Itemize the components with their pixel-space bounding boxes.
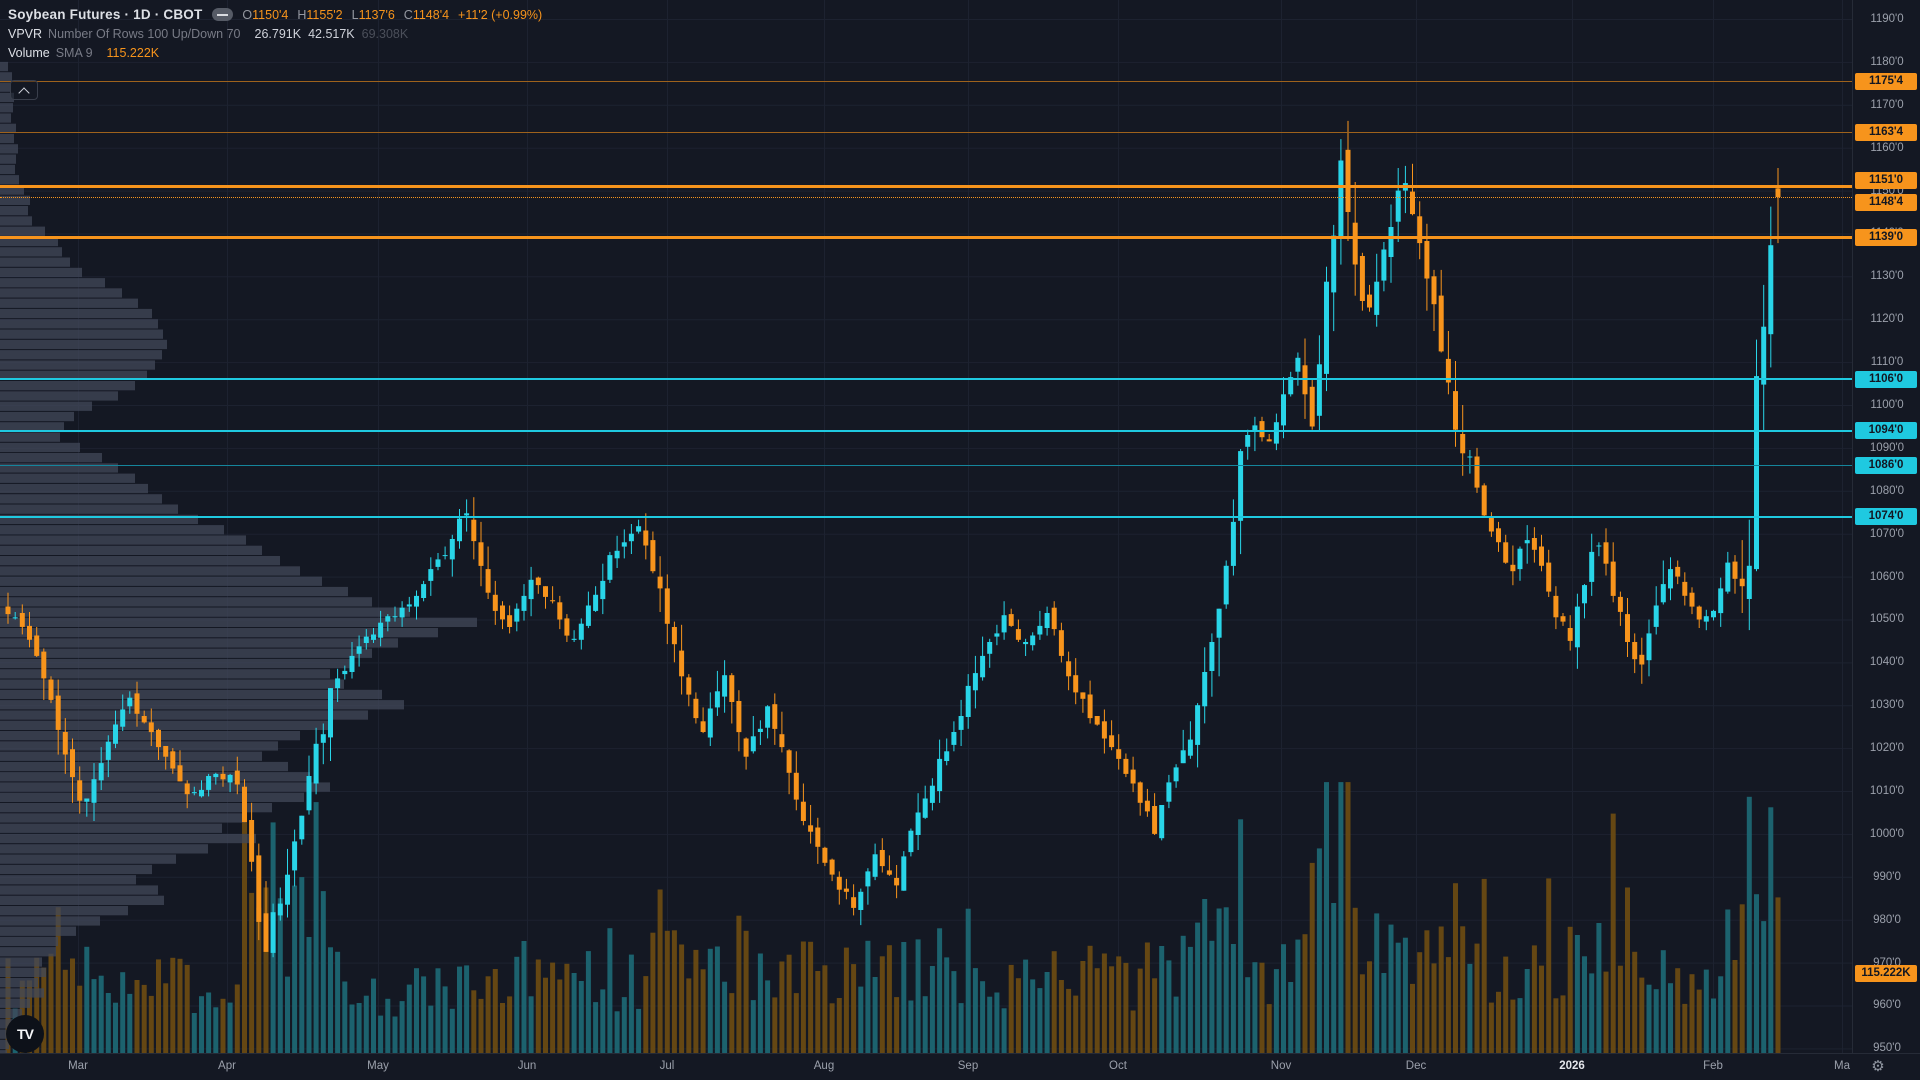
horizontal-level-line[interactable] — [0, 378, 1852, 381]
time-axis[interactable]: Mar Apr May Jun Jul Aug Sep Oct Nov Dec 2026 Feb Ma ⚙ — [0, 1053, 1920, 1080]
price-level-badge: 1139'0 — [1855, 229, 1917, 247]
price-axis-label: 1000'0 — [1869, 827, 1905, 840]
price-axis-label: 1120'0 — [1870, 313, 1904, 326]
candlestick-series — [5, 120, 1781, 958]
price-axis-label: 1160'0 — [1870, 141, 1904, 154]
last-price-badge: 1148'4 — [1855, 194, 1917, 212]
price-axis-label: 1040'0 — [1869, 656, 1905, 669]
vpvr-name: VPVR — [8, 26, 43, 41]
vpvr-params: Number Of Rows 100 Up/Down 70 — [48, 26, 241, 41]
price-axis-label: 1110'0 — [1870, 356, 1904, 369]
time-axis-label: Feb — [1703, 1060, 1723, 1072]
ohlc-low: L1137'6 — [351, 7, 395, 22]
price-axis-label: 1020'0 — [1869, 742, 1905, 755]
time-axis-label: Mar — [68, 1060, 88, 1072]
price-axis-label: 980'0 — [1873, 913, 1901, 926]
price-axis-label: 1050'0 — [1869, 613, 1905, 626]
volume-profile — [0, 61, 477, 1053]
chart-pane[interactable]: Soybean Futures · 1D · CBOT O1150'4 H115… — [0, 0, 1852, 1053]
price-level-badge: 1151'0 — [1855, 171, 1917, 189]
price-axis-label: 1130'0 — [1870, 270, 1904, 283]
ohlc-close: C1148'4 — [403, 7, 450, 22]
change-value: +11'2 (+0.99%) — [458, 7, 543, 22]
horizontal-level-line[interactable] — [0, 515, 1852, 518]
price-axis[interactable]: 1190'01180'01170'01160'01150'01140'01130… — [1852, 0, 1920, 1055]
legend: Soybean Futures · 1D · CBOT O1150'4 H115… — [8, 5, 542, 62]
ohlc-high: H1155'2 — [297, 7, 343, 22]
price-axis-label: 1170'0 — [1870, 98, 1904, 111]
ohlc-open: O1150'4 — [242, 7, 289, 22]
price-level-badge: 1086'0 — [1855, 456, 1917, 474]
price-axis-label: 1060'0 — [1869, 570, 1905, 583]
symbol-title: Soybean Futures · 1D · CBOT — [8, 7, 203, 22]
volume-sma-badge: 115.222K — [1855, 965, 1917, 983]
hide-indicator-button[interactable] — [212, 8, 234, 21]
price-axis-label: 1080'0 — [1869, 484, 1905, 497]
horizontal-level-line[interactable] — [0, 236, 1852, 240]
volume-sma-value: 115.222K — [106, 45, 160, 60]
price-axis-label: 1100'0 — [1870, 399, 1904, 411]
vpvr-value-3: 69.308K — [361, 26, 409, 41]
vpvr-value-2: 42.517K — [308, 26, 355, 41]
price-level-badge: 1074'0 — [1855, 508, 1917, 526]
settings-gear-icon[interactable]: ⚙ — [1871, 1058, 1885, 1075]
horizontal-level-line[interactable] — [0, 464, 1852, 466]
tradingview-logo[interactable]: TV — [6, 1015, 44, 1053]
price-axis-label: 1070'0 — [1869, 527, 1905, 540]
time-axis-label: Sep — [957, 1060, 979, 1072]
legend-vpvr-row: VPVR Number Of Rows 100 Up/Down 70 26.79… — [8, 24, 542, 43]
last-price-line — [0, 196, 1852, 198]
tradingview-logo-glyph: TV — [17, 1026, 34, 1042]
horizontal-level-line[interactable] — [0, 184, 1852, 188]
time-axis-label: Apr — [218, 1060, 236, 1072]
volume-name: Volume — [8, 45, 50, 60]
time-axis-label: Jul — [659, 1060, 675, 1072]
vpvr-value-1: 26.791K — [254, 26, 302, 41]
time-axis-label: Jun — [517, 1060, 537, 1072]
price-axis-label: 1180'0 — [1870, 55, 1904, 68]
price-chart-canvas[interactable] — [0, 0, 1852, 1053]
price-axis-label: 1010'0 — [1869, 785, 1905, 798]
price-level-badge: 1175'4 — [1855, 72, 1917, 90]
price-level-badge: 1163'4 — [1855, 124, 1917, 142]
volume-params: SMA 9 — [55, 45, 93, 60]
legend-symbol-row: Soybean Futures · 1D · CBOT O1150'4 H115… — [8, 5, 542, 24]
time-axis-label: Oct — [1109, 1060, 1127, 1072]
price-level-badge: 1106'0 — [1855, 370, 1917, 388]
horizontal-level-line[interactable] — [0, 132, 1852, 134]
time-axis-label: May — [367, 1060, 389, 1072]
price-level-badge: 1094'0 — [1855, 422, 1917, 440]
price-axis-label: 1190'0 — [1870, 13, 1904, 25]
price-axis-label: 990'0 — [1873, 870, 1901, 883]
horizontal-level-line[interactable] — [0, 80, 1852, 82]
time-axis-label: Nov — [1270, 1060, 1292, 1072]
time-axis-label: 2026 — [1559, 1060, 1585, 1072]
time-axis-label: Dec — [1405, 1060, 1427, 1072]
time-axis-label: Ma — [1834, 1060, 1850, 1072]
legend-volume-row: Volume SMA 9 115.222K — [8, 43, 542, 62]
price-axis-label: 1030'0 — [1869, 699, 1905, 712]
horizontal-level-line[interactable] — [0, 429, 1852, 432]
price-axis-label: 950'0 — [1873, 1042, 1901, 1055]
price-axis-label: 1090'0 — [1869, 441, 1905, 454]
grid-lines — [0, 0, 1852, 1053]
price-axis-label: 960'0 — [1873, 999, 1901, 1012]
collapse-legend-button[interactable] — [10, 80, 38, 100]
time-axis-label: Aug — [813, 1060, 835, 1072]
